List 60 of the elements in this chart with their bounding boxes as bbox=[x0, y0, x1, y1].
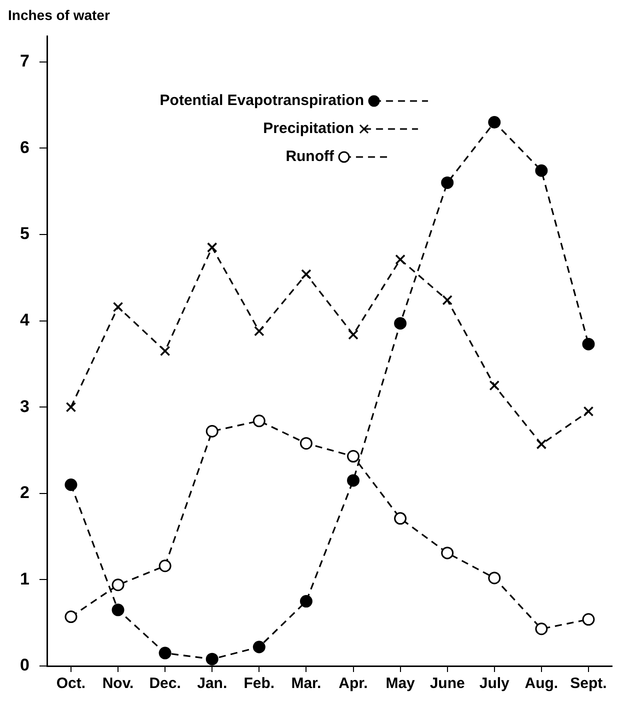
y-tick-label: 5 bbox=[20, 224, 30, 244]
point bbox=[488, 116, 501, 129]
x-tick-label: July bbox=[479, 675, 510, 692]
y-tick-label: 4 bbox=[20, 310, 30, 330]
point bbox=[206, 425, 218, 438]
y-tick-label: 3 bbox=[20, 396, 30, 416]
x-tick-label: Oct. bbox=[56, 675, 86, 692]
point bbox=[206, 242, 218, 253]
point bbox=[441, 176, 454, 189]
x-tick-label: June bbox=[430, 675, 465, 692]
point bbox=[535, 622, 548, 636]
point bbox=[64, 478, 78, 492]
point bbox=[395, 254, 406, 265]
point bbox=[348, 329, 358, 340]
y-tick-label: 0 bbox=[20, 656, 30, 675]
x-tick-label: Sept. bbox=[570, 675, 607, 692]
point bbox=[158, 560, 172, 572]
point bbox=[489, 380, 500, 391]
x-tick-label: Apr. bbox=[338, 675, 368, 692]
point bbox=[300, 437, 312, 450]
point bbox=[252, 414, 266, 428]
point bbox=[160, 346, 170, 356]
point bbox=[252, 640, 266, 654]
point bbox=[442, 294, 452, 306]
point bbox=[112, 578, 124, 592]
point bbox=[66, 402, 76, 412]
point bbox=[254, 326, 264, 336]
x-tick-label: Feb. bbox=[244, 675, 275, 692]
x-tick-label: Jan. bbox=[197, 675, 228, 692]
y-tick-label: 2 bbox=[20, 483, 30, 502]
point bbox=[112, 302, 124, 312]
point bbox=[535, 164, 548, 177]
x-tick-label: Dec. bbox=[149, 675, 181, 692]
point bbox=[300, 595, 312, 608]
point bbox=[582, 338, 595, 350]
y-tick-label: 1 bbox=[20, 569, 30, 588]
legend-label: Runoff bbox=[286, 148, 334, 165]
point bbox=[347, 450, 360, 463]
y-tick-label: 6 bbox=[20, 138, 30, 157]
x-tick-label: May bbox=[386, 675, 416, 692]
point bbox=[582, 613, 595, 626]
legend-label: Potential Evapotranspiration bbox=[160, 92, 364, 109]
y-tick-label: 7 bbox=[20, 52, 30, 71]
x-tick-label: Mar. bbox=[291, 675, 322, 692]
legend-label: Precipitation bbox=[263, 120, 354, 137]
point bbox=[206, 652, 218, 666]
x-tick-label: Nov. bbox=[102, 675, 134, 692]
point bbox=[64, 610, 78, 624]
point bbox=[488, 572, 501, 584]
point bbox=[301, 269, 312, 280]
point bbox=[158, 646, 172, 660]
point bbox=[112, 604, 124, 616]
point bbox=[394, 317, 407, 330]
point bbox=[394, 512, 407, 525]
point bbox=[536, 439, 547, 450]
y-axis-title: Inches of water bbox=[8, 6, 110, 23]
x-tick-label: Aug. bbox=[524, 675, 558, 692]
point bbox=[583, 406, 594, 417]
point bbox=[441, 546, 454, 560]
point bbox=[347, 474, 360, 487]
